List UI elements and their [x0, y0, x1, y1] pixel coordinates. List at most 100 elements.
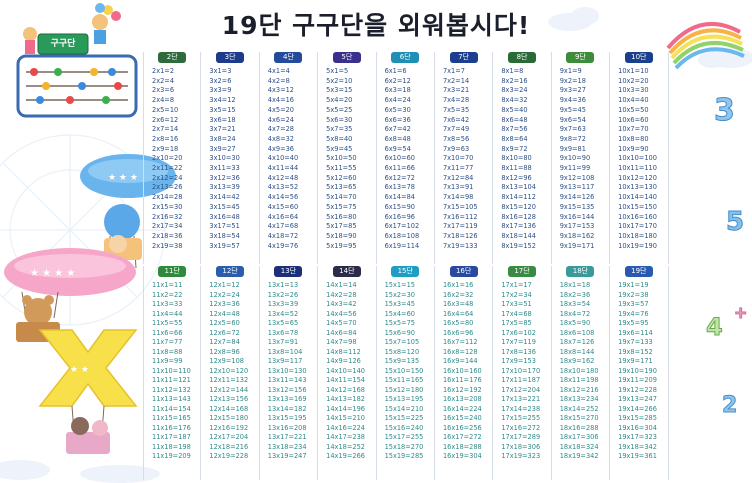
table-line: 11x14=154 [152, 404, 191, 413]
bear-illustration [16, 295, 60, 342]
table-line: 16x15=240 [442, 414, 482, 422]
table-line: 8x1=8 [501, 67, 524, 75]
table-line: 17x5=85 [501, 319, 532, 327]
table-line: 19x6=114 [618, 328, 653, 337]
table-line: 14x2=28 [326, 290, 357, 299]
table-line: 5x1=5 [326, 67, 349, 75]
table-line: 14x13=182 [326, 395, 365, 403]
table-line: 13x6=78 [267, 328, 299, 337]
table-line: 9x8=72 [559, 134, 586, 143]
table-line: 18x15=270 [559, 414, 599, 422]
table-lines: 18x1=18 18x2=36 18x3=54 18x4=72 18x5=90 18x6=… [560, 281, 607, 462]
table-line: 2x10=20 [152, 154, 183, 163]
table-line: 16x13=208 [442, 395, 482, 403]
table-line: 6x16=96 [384, 212, 415, 221]
table-line: 4x11=44 [267, 164, 299, 173]
table-line: 5x2=10 [326, 76, 353, 85]
table-line: 6x14=84 [384, 193, 415, 202]
table-line: 10x1=10 [618, 67, 649, 75]
table-line: 8x8=64 [501, 134, 528, 143]
table-line: 4x18=72 [267, 231, 299, 240]
svg-text:5: 5 [726, 207, 744, 237]
table-lines: 17x1=17 17x2=34 17x3=51 17x4=68 17x5=85 17x6=… [501, 281, 548, 462]
table-header-badge: 5단 [332, 52, 361, 63]
table-line: 18x2=36 [559, 290, 591, 299]
table-line: 18x10=180 [559, 366, 599, 375]
table-line: 2x16=32 [152, 212, 183, 221]
table-line: 13x8=104 [267, 347, 303, 356]
table-line: 10x15=150 [618, 202, 657, 211]
table-line: 13x15=195 [267, 414, 307, 422]
table-header-badge: 18단 [566, 266, 595, 277]
table-lines: 4x1=4 4x2=8 4x3=12 4x4=16 4x5=20 4x6=24 4x7=28… [268, 67, 315, 251]
table-line: 16x17=272 [442, 433, 482, 441]
table-line: 13x1=13 [267, 281, 299, 289]
table-line: 17x9=153 [501, 357, 536, 365]
table-header-badge: 13단 [274, 266, 303, 277]
table-lines: 13x1=13 13x2=26 13x3=39 13x4=52 13x5=65 13x6=… [268, 281, 315, 462]
table-header-badge: 19단 [624, 266, 653, 277]
table-line: 14x18=252 [326, 442, 365, 451]
table-line: 7x13=91 [442, 183, 474, 192]
table-line: 12x18=216 [209, 442, 249, 451]
table-line: 11x15=165 [152, 414, 191, 422]
table-line: 19x7=133 [618, 338, 653, 346]
table-line: 9x10=90 [559, 154, 591, 163]
table-line: 2x19=38 [152, 241, 183, 250]
table-line: 14x11=154 [326, 376, 365, 384]
table-line: 13x16=208 [267, 423, 307, 432]
table-lines: 19x1=19 19x2=38 19x3=57 19x4=76 19x5=95 19x6=… [618, 281, 665, 462]
table-line: 3x6=18 [209, 115, 236, 124]
svg-text:★ ★: ★ ★ [70, 365, 89, 375]
table-column-14: 14단 14x1=14 14x2=28 14x3=42 14x4=56 14x5=70 14… [318, 266, 377, 480]
table-line: 8x15=120 [501, 202, 536, 211]
table-line: 3x9=27 [209, 144, 236, 153]
table-line: 6x5=30 [384, 105, 411, 114]
table-line: 6x10=60 [384, 154, 415, 163]
table-line: 15x10=150 [384, 366, 424, 375]
table-line: 19x2=38 [618, 290, 649, 299]
table-column-2: 2단 2x1=2 2x2=4 2x3=6 2x4=8 2x5=10 2x6=12 2x7=14… [143, 52, 202, 264]
table-line: 2x17=34 [152, 222, 183, 231]
table-line: 14x5=70 [326, 319, 357, 327]
table-line: 16x6=96 [442, 328, 474, 337]
table-line: 15x6=90 [384, 328, 415, 337]
table-line: 12x12=144 [209, 385, 249, 394]
table-line: 6x11=66 [384, 164, 415, 173]
table-line: 3x8=24 [209, 134, 236, 143]
table-line: 10x19=190 [618, 241, 657, 250]
table-line: 16x19=304 [442, 452, 482, 460]
table-line: 10x3=30 [618, 86, 649, 95]
table-line: 11x6=66 [152, 328, 183, 337]
table-line: 3x15=45 [209, 202, 240, 211]
table-line: 19x16=304 [618, 423, 657, 432]
table-line: 10x14=140 [618, 193, 657, 202]
table-line: 9x19=171 [559, 241, 595, 250]
table-line: 2x14=28 [152, 193, 183, 202]
table-line: 15x17=255 [384, 433, 424, 441]
table-column-19: 19단 19x1=19 19x2=38 19x3=57 19x4=76 19x5=95 19… [610, 266, 669, 480]
table-lines: 12x1=12 12x2=24 12x3=36 12x4=48 12x5=60 12x6=… [209, 281, 256, 462]
table-line: 7x7=49 [442, 125, 470, 134]
table-line: 8x5=40 [501, 105, 528, 114]
table-line: 16x10=160 [442, 366, 482, 375]
table-header-badge: 9단 [566, 52, 595, 63]
table-line: 12x3=36 [209, 300, 240, 308]
table-line: 2x15=30 [152, 202, 183, 211]
table-lines: 14x1=14 14x2=28 14x3=42 14x4=56 14x5=70 14x6=… [326, 281, 373, 462]
svg-text:★ ★ ★ ★: ★ ★ ★ ★ [30, 268, 75, 279]
table-line: 18x11=198 [559, 376, 599, 384]
table-line: 6x19=114 [384, 241, 420, 250]
table-line: 19x17=323 [618, 433, 657, 441]
table-line: 17x8=136 [501, 347, 536, 356]
table-row-bottom: 11단 11x1=11 11x2=22 11x3=33 11x4=44 11x5=55 11… [143, 266, 727, 480]
multiplication-table-grid: 2단 2x1=2 2x2=4 2x3=6 2x4=8 2x5=10 2x6=12 2x7=14… [143, 52, 727, 480]
table-header-badge: 3단 [216, 52, 245, 63]
table-line: 3x10=30 [209, 154, 240, 163]
table-line: 17x1=17 [501, 281, 532, 289]
table-line: 16x14=224 [442, 404, 482, 413]
table-line: 6x12=72 [384, 173, 415, 182]
table-column-18: 18단 18x1=18 18x2=36 18x3=54 18x4=72 18x5=90 18… [552, 266, 611, 480]
table-lines: 8x1=8 8x2=16 8x3=24 8x4=32 8x5=40 8x6=48 8x7=5… [501, 67, 548, 251]
table-line: 14x12=168 [326, 385, 365, 394]
